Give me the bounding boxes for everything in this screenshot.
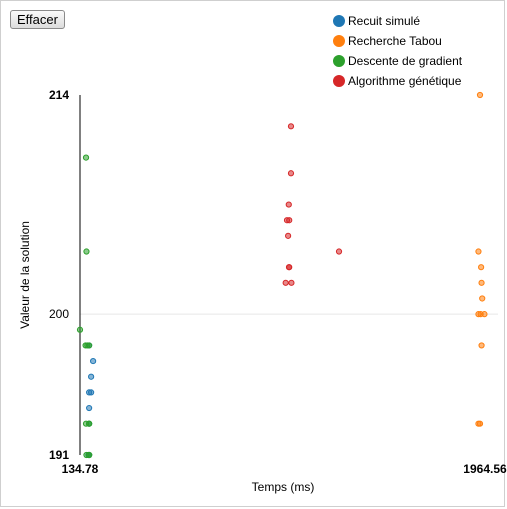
- data-point-tabou: [476, 420, 484, 427]
- legend-item-recuit: Recuit simulé: [333, 11, 462, 31]
- x-axis-title: Temps (ms): [252, 480, 315, 494]
- data-point-gradient: [82, 154, 90, 161]
- data-point-recuit: [90, 357, 97, 365]
- data-point-tabou: [475, 248, 482, 255]
- data-point-gradient: [86, 420, 93, 427]
- y-tick-label-min: 191: [49, 448, 69, 462]
- legend-label-genetic: Algorithme génétique: [348, 74, 462, 88]
- x-tick-label-max: 1964.56: [463, 462, 507, 476]
- x-tick-label-min: 134.78: [62, 462, 99, 476]
- data-point-tabou: [478, 342, 485, 349]
- data-point-tabou: [476, 91, 484, 99]
- data-point-gradient: [76, 326, 84, 333]
- legend-swatch-genetic-icon: [333, 75, 345, 87]
- data-point-genetic: [283, 217, 291, 224]
- legend-swatch-tabou-icon: [333, 35, 345, 47]
- data-point-genetic: [287, 123, 295, 130]
- data-point-genetic: [282, 279, 289, 286]
- data-point-genetic: [286, 264, 293, 271]
- data-point-tabou: [479, 295, 486, 302]
- data-point-tabou: [481, 311, 488, 318]
- data-point-genetic: [288, 279, 295, 286]
- clear-button[interactable]: Effacer: [10, 10, 65, 29]
- legend-item-genetic: Algorithme génétique: [333, 71, 462, 91]
- data-point-genetic: [285, 232, 292, 239]
- data-point-recuit: [88, 389, 95, 396]
- data-point-gradient: [86, 342, 93, 349]
- data-point-tabou: [478, 279, 485, 286]
- data-point-genetic: [335, 248, 343, 255]
- legend-item-tabou: Recherche Tabou: [333, 31, 462, 51]
- legend-swatch-gradient-icon: [333, 55, 345, 67]
- legend-label-tabou: Recherche Tabou: [348, 34, 442, 48]
- data-point-recuit: [86, 404, 93, 412]
- legend-label-recuit: Recuit simulé: [348, 14, 421, 28]
- data-point-recuit: [88, 373, 95, 380]
- y-tick-label-mid: 200: [49, 307, 69, 321]
- data-point-gradient: [86, 451, 93, 459]
- data-point-gradient: [83, 248, 90, 255]
- data-point-tabou: [475, 311, 482, 318]
- data-points: [76, 91, 488, 459]
- y-axis-title: Valeur de la solution: [18, 221, 32, 329]
- data-point-genetic: [285, 201, 292, 208]
- data-point-genetic: [287, 170, 295, 177]
- legend-swatch-recuit-icon: [333, 15, 345, 27]
- legend-item-gradient: Descente de gradient: [333, 51, 462, 71]
- data-point-tabou: [478, 264, 485, 271]
- chart-legend: Recuit simulé Recherche Tabou Descente d…: [333, 11, 462, 91]
- legend-label-gradient: Descente de gradient: [348, 54, 463, 68]
- y-tick-label-max: 214: [49, 88, 69, 102]
